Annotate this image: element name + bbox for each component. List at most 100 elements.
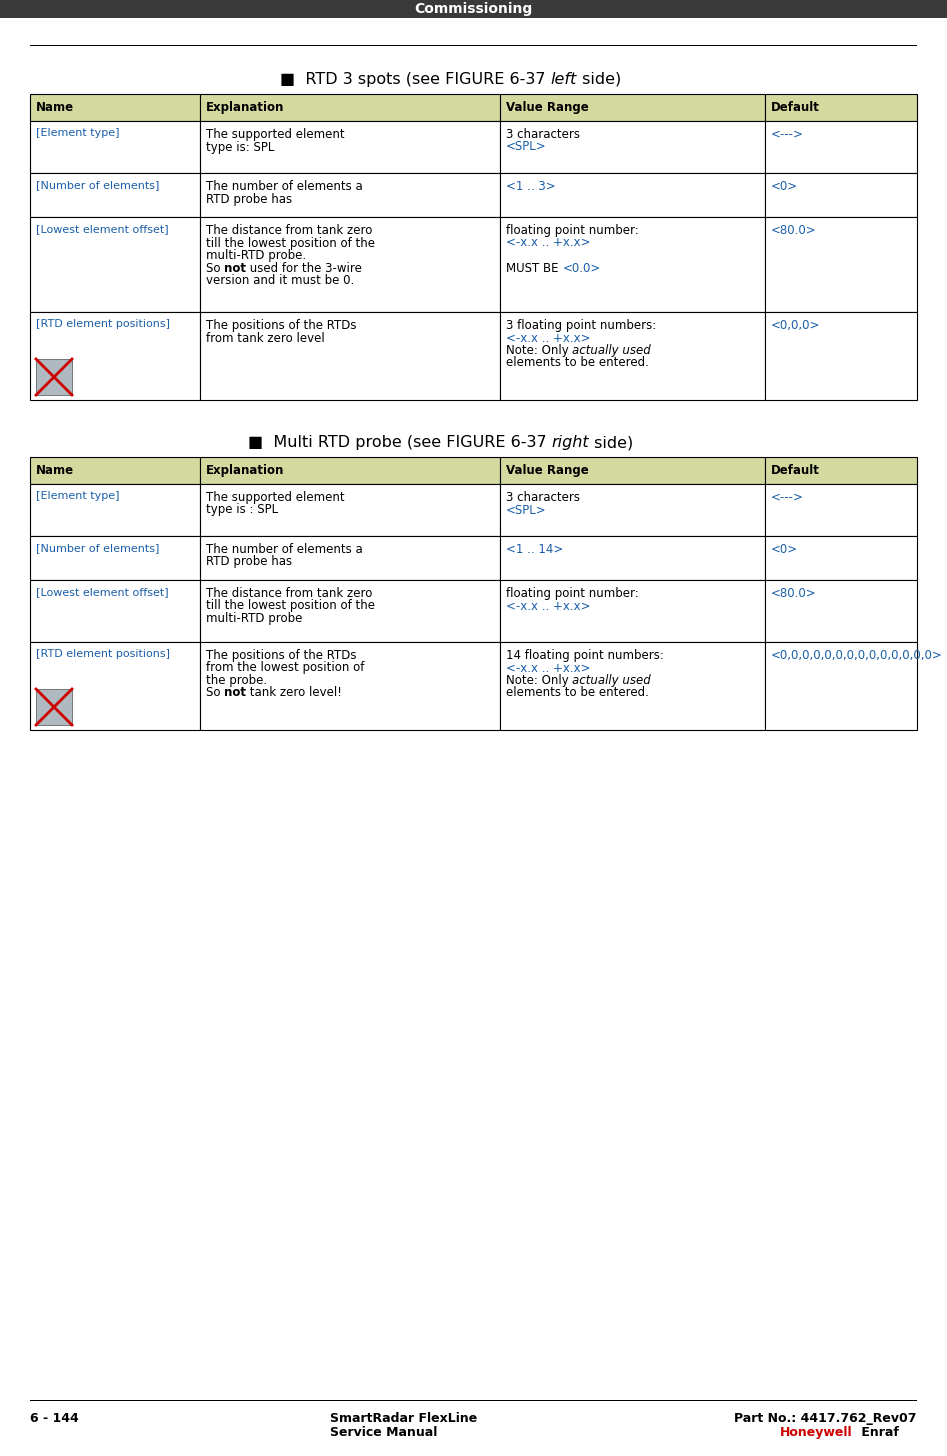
Bar (500, 483, 765, 536)
Text: <80.0>: <80.0> (771, 224, 816, 237)
Text: side): side) (589, 435, 634, 450)
Text: <0>: <0> (771, 543, 798, 556)
Text: The number of elements a: The number of elements a (206, 543, 363, 556)
Text: <-x.x .. +x.x>: <-x.x .. +x.x> (506, 236, 591, 249)
Text: Part No.: 4417.762_Rev07: Part No.: 4417.762_Rev07 (735, 1412, 917, 1425)
Bar (500, 217, 765, 312)
Text: floating point number:: floating point number: (506, 224, 638, 237)
Text: till the lowest position of the: till the lowest position of the (206, 236, 375, 249)
Bar (765, 642, 917, 729)
Text: Enraf: Enraf (857, 1425, 899, 1439)
Bar (200, 173, 500, 217)
Text: Default: Default (771, 100, 820, 114)
Text: Honeywell: Honeywell (780, 1425, 852, 1439)
Bar (200, 483, 500, 536)
Text: [Number of elements]: [Number of elements] (36, 181, 159, 189)
Text: The distance from tank zero: The distance from tank zero (206, 587, 372, 600)
Text: Name: Name (36, 100, 74, 114)
Text: [RTD element positions]: [RTD element positions] (36, 649, 170, 660)
Bar (30, 536, 200, 579)
Text: [Element type]: [Element type] (36, 491, 119, 501)
Bar (500, 121, 765, 173)
Text: ■  Multi RTD probe (see FIGURE 6-37: ■ Multi RTD probe (see FIGURE 6-37 (248, 435, 552, 450)
Text: till the lowest position of the: till the lowest position of the (206, 600, 375, 613)
Text: <0,0,0,0,0,0,0,0,0,0,0,0,0,0>: <0,0,0,0,0,0,0,0,0,0,0,0,0,0> (771, 649, 943, 662)
Text: [Number of elements]: [Number of elements] (36, 543, 159, 553)
Text: Note: Only: Note: Only (506, 674, 573, 687)
Text: from the lowest position of: from the lowest position of (206, 661, 365, 674)
Text: RTD probe has: RTD probe has (206, 192, 292, 205)
Bar (30, 173, 200, 217)
Bar (30, 95, 200, 121)
Bar (500, 536, 765, 579)
Text: 3 characters: 3 characters (506, 128, 580, 141)
Bar (30, 312, 200, 400)
Text: Service Manual: Service Manual (330, 1425, 438, 1439)
Bar (30, 642, 200, 729)
Text: ■  RTD 3 spots (see FIGURE 6-37: ■ RTD 3 spots (see FIGURE 6-37 (280, 71, 550, 87)
Text: The positions of the RTDs: The positions of the RTDs (206, 649, 356, 662)
Text: side): side) (577, 71, 621, 87)
Bar (765, 217, 917, 312)
Text: Default: Default (771, 464, 820, 478)
Text: <1 .. 3>: <1 .. 3> (506, 181, 556, 194)
Text: actually used: actually used (573, 674, 652, 687)
Text: Note: Only: Note: Only (506, 344, 573, 357)
Bar (30, 121, 200, 173)
Bar (200, 642, 500, 729)
Text: So: So (206, 686, 224, 699)
Text: 14 floating point numbers:: 14 floating point numbers: (506, 649, 664, 662)
Bar (36, 360, 72, 395)
Text: right: right (552, 435, 589, 450)
Text: The positions of the RTDs: The positions of the RTDs (206, 319, 356, 332)
Text: actually used: actually used (573, 344, 652, 357)
Text: Name: Name (36, 464, 74, 478)
Text: 6 - 144: 6 - 144 (30, 1412, 79, 1425)
Text: <-x.x .. +x.x>: <-x.x .. +x.x> (506, 661, 591, 674)
Text: Explanation: Explanation (206, 464, 284, 478)
Bar (0, 17, 947, 44)
Text: floating point number:: floating point number: (506, 587, 638, 600)
Text: The supported element: The supported element (206, 128, 345, 141)
Bar (765, 173, 917, 217)
Bar (765, 312, 917, 400)
Text: elements to be entered.: elements to be entered. (506, 357, 649, 370)
Text: RTD probe has: RTD probe has (206, 556, 292, 568)
Text: [RTD element positions]: [RTD element positions] (36, 319, 170, 329)
Bar (200, 536, 500, 579)
Bar (200, 579, 500, 642)
Text: left: left (550, 71, 577, 87)
Text: <--->: <---> (771, 491, 804, 504)
Text: <-x.x .. +x.x>: <-x.x .. +x.x> (506, 332, 591, 345)
Bar (500, 579, 765, 642)
Bar (200, 121, 500, 173)
Text: 3 floating point numbers:: 3 floating point numbers: (506, 319, 656, 332)
Bar (500, 457, 765, 483)
Text: from tank zero level: from tank zero level (206, 332, 325, 345)
Bar (765, 121, 917, 173)
Text: Explanation: Explanation (206, 100, 284, 114)
Text: Commissioning: Commissioning (414, 1, 532, 16)
Text: So: So (206, 262, 224, 275)
Text: <0,0,0>: <0,0,0> (771, 319, 820, 332)
Text: MUST BE: MUST BE (506, 262, 563, 275)
Bar (765, 483, 917, 536)
Text: 3 characters: 3 characters (506, 491, 580, 504)
Text: [Lowest element offset]: [Lowest element offset] (36, 224, 169, 234)
Bar (30, 483, 200, 536)
Bar (30, 217, 200, 312)
Text: <SPL>: <SPL> (506, 140, 546, 153)
Bar (500, 95, 765, 121)
Text: Value Range: Value Range (506, 100, 589, 114)
Text: SmartRadar FlexLine: SmartRadar FlexLine (330, 1412, 477, 1425)
Text: the probe.: the probe. (206, 674, 267, 687)
Text: tank zero level!: tank zero level! (246, 686, 342, 699)
Bar (200, 95, 500, 121)
Text: used for the 3-wire: used for the 3-wire (246, 262, 362, 275)
Bar (30, 45, 917, 47)
Bar (765, 95, 917, 121)
Text: not: not (224, 686, 246, 699)
Text: multi-RTD probe: multi-RTD probe (206, 612, 302, 625)
Bar (30, 1399, 917, 1401)
Text: type is : SPL: type is : SPL (206, 504, 278, 517)
